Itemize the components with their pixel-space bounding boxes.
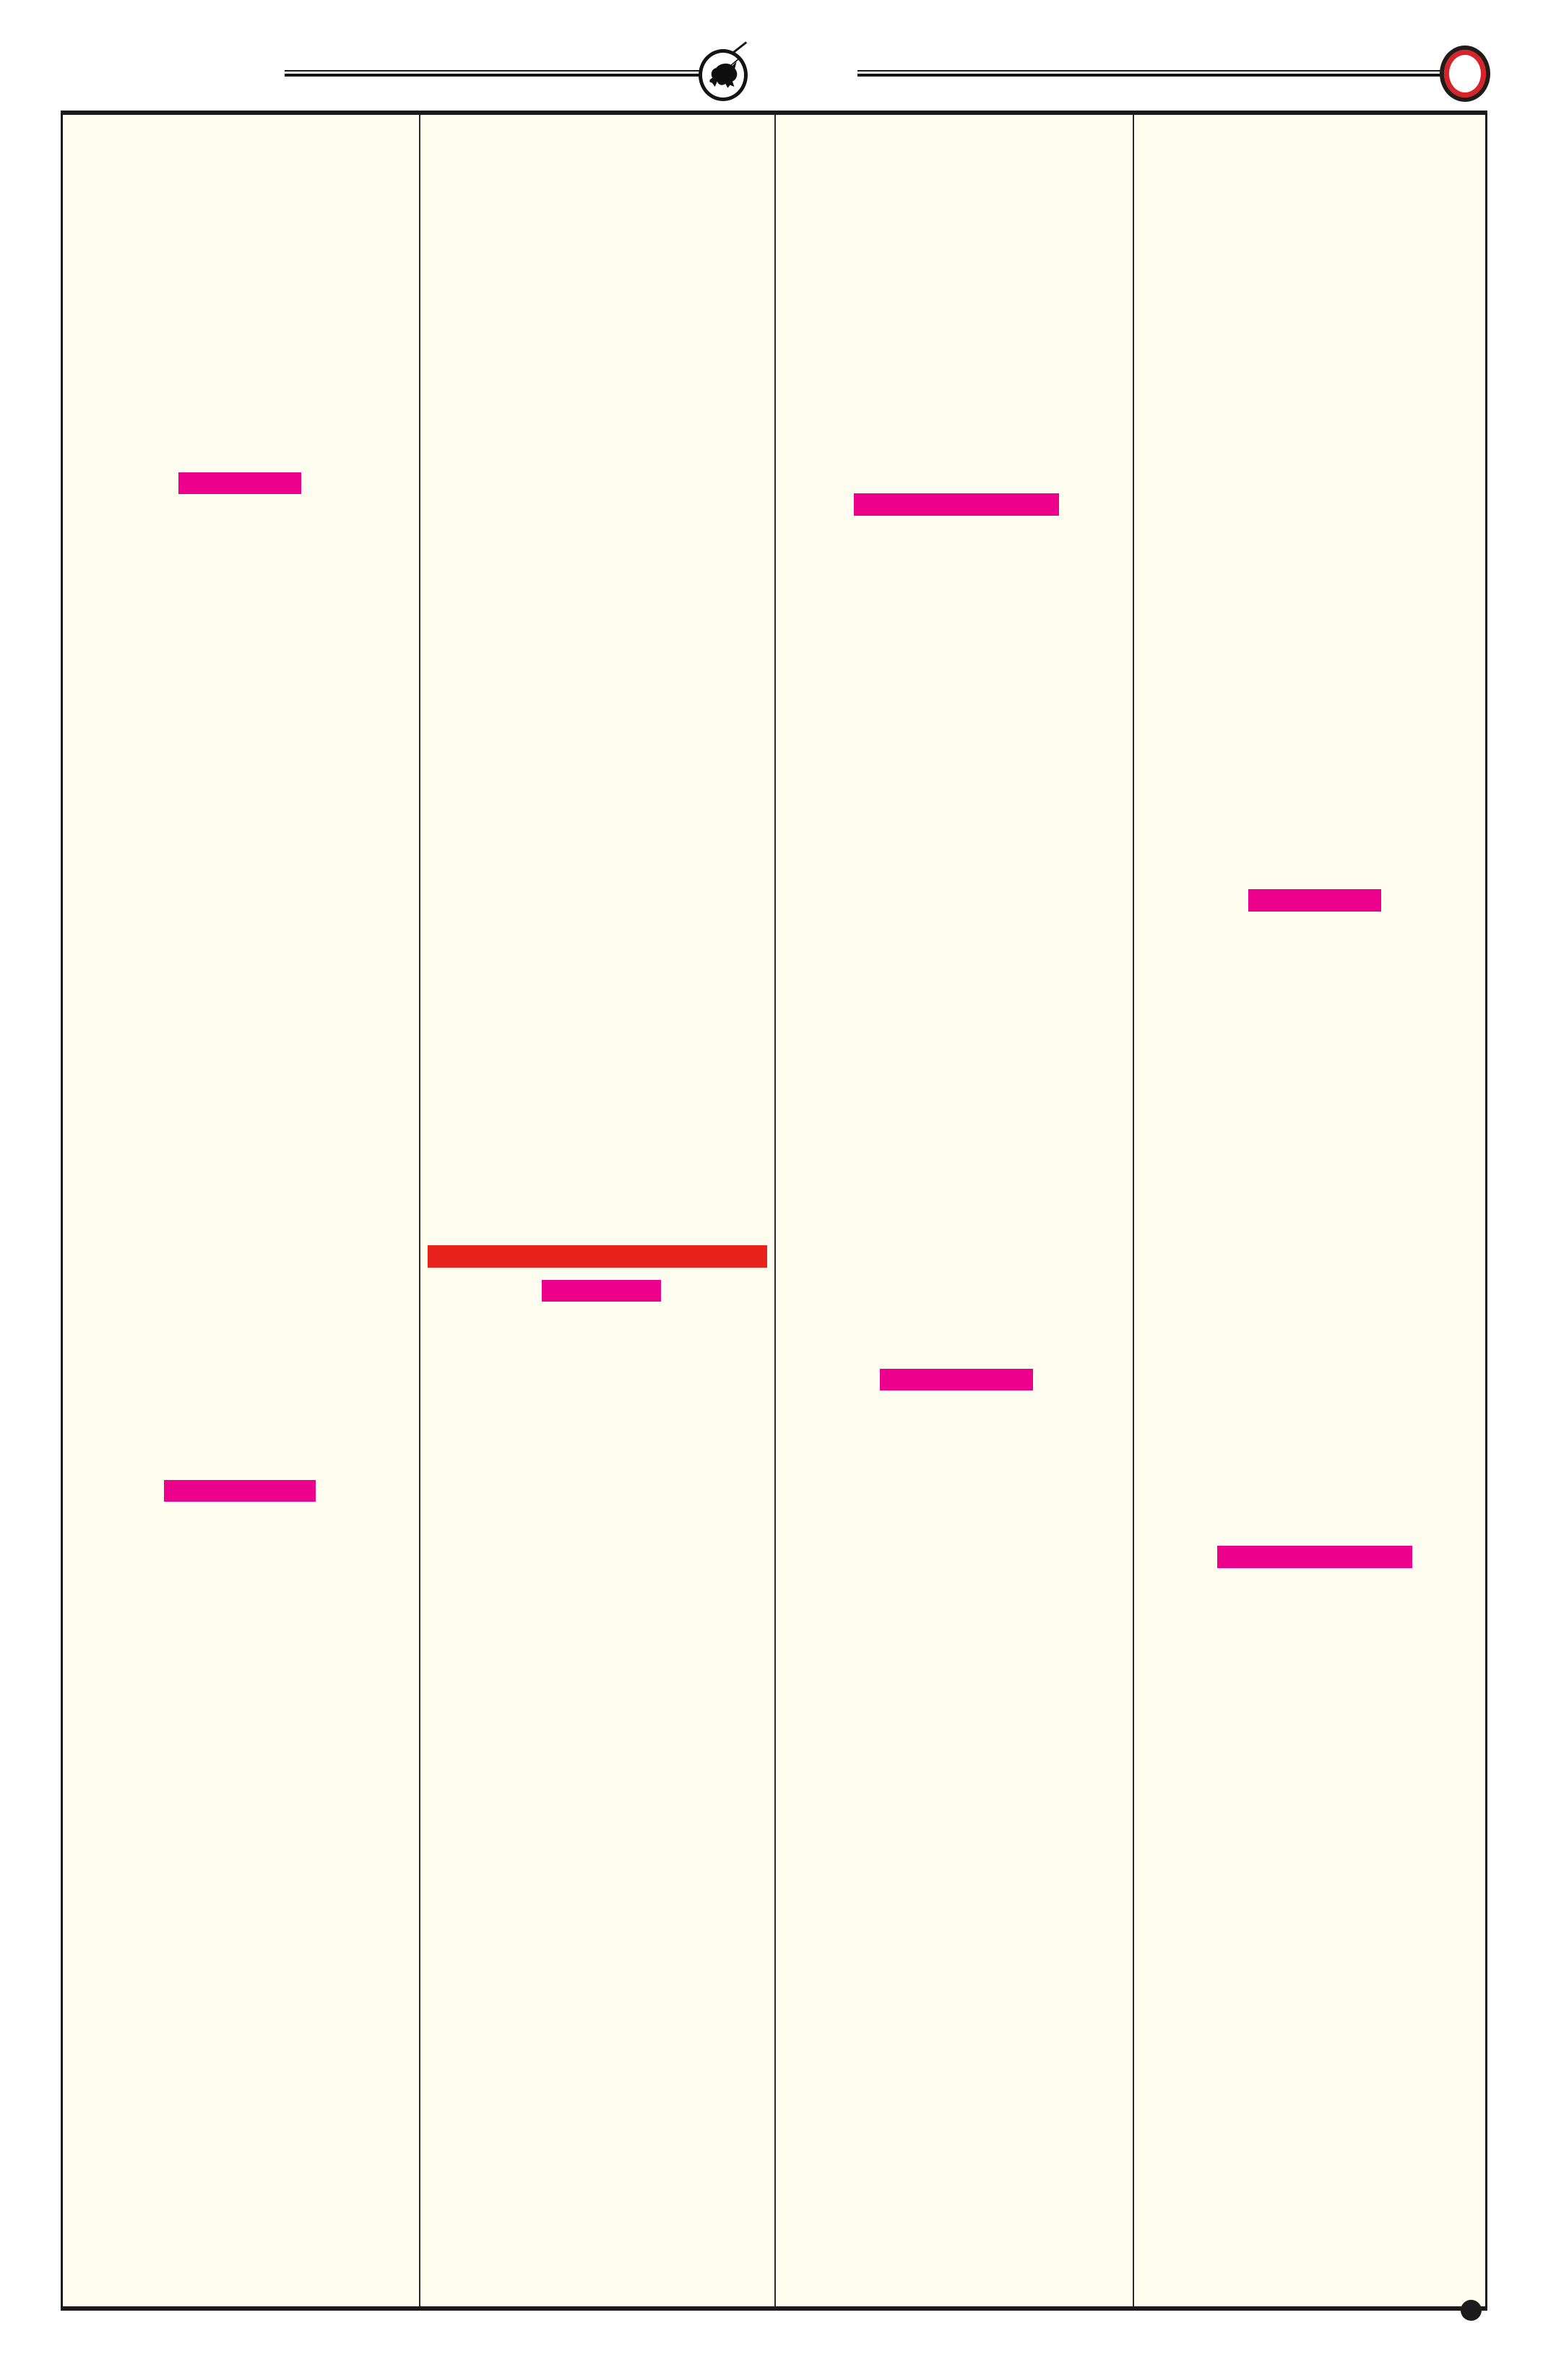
bar-col2-red (428, 1245, 767, 1268)
column-divider-1 (419, 115, 420, 2306)
bar-col3-top (854, 493, 1059, 516)
bull-tail-stroke (730, 41, 748, 55)
column-divider-3 (1133, 115, 1134, 2306)
bar-col3-lower (880, 1369, 1033, 1390)
bar-col4-upper (1248, 889, 1381, 912)
bar-col1-top (178, 472, 301, 494)
bull-silhouette-icon (709, 59, 739, 88)
ring-circle-icon (1440, 46, 1490, 102)
bar-col4-lower (1217, 1546, 1412, 1568)
header-rule-right (857, 70, 1443, 77)
column-divider-2 (774, 115, 776, 2306)
corner-dot (1461, 2300, 1482, 2321)
bar-col1-lower (164, 1480, 316, 1502)
ruled-sheet (61, 111, 1487, 2311)
bull-emblem-icon (699, 41, 748, 101)
bar-col2-pink (542, 1280, 661, 1302)
header-rule-left (285, 70, 700, 77)
